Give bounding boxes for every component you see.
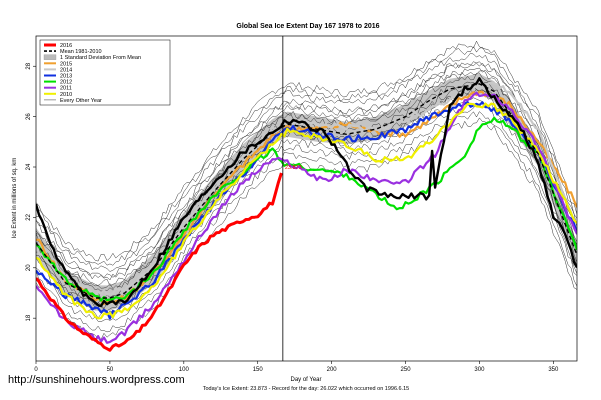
legend-box: [39, 39, 171, 106]
y-tick-label: 22: [26, 213, 32, 220]
footer-text: Today's Ice Extent: 23.873 - Record for …: [203, 386, 410, 392]
legend-label: 1 Standard Deviation From Mean: [60, 55, 141, 61]
background-year-line: [36, 40, 577, 262]
background-year-line: [36, 52, 577, 272]
legend-swatch: [43, 54, 57, 60]
x-tick-label: 100: [179, 367, 190, 373]
y-tick-label: 20: [26, 264, 32, 271]
legend-label: 2015: [60, 61, 72, 67]
y-tick-label: 24: [26, 163, 32, 170]
plot-area: [36, 36, 577, 361]
x-tick-label: 0: [34, 367, 38, 373]
current-value-label: 23.873: [285, 165, 302, 171]
legend-label: 2014: [60, 67, 72, 73]
background-year-line: [36, 61, 577, 281]
legend-label: 2010: [60, 92, 72, 98]
x-tick-label: 350: [548, 367, 559, 373]
legend-label: Every Other Year: [60, 98, 102, 104]
background-year-line: [36, 70, 577, 290]
x-tick-label: 50: [107, 367, 114, 373]
series-line-2016: [36, 172, 283, 352]
x-tick-label: 250: [401, 367, 412, 373]
x-tick-label: 300: [474, 367, 485, 373]
background-year-line: [36, 111, 577, 333]
watermark-url: http://sunshinehours.wordpress.com: [8, 374, 185, 386]
y-axis-label: Ice Extent in millions of sq. km: [12, 158, 18, 239]
chart-title: Global Sea Ice Extent Day 167 1978 to 20…: [236, 23, 379, 30]
series-line-2010: [36, 102, 577, 320]
background-year-line: [36, 72, 577, 292]
series-line-2013: [36, 101, 577, 320]
series-line-highlight: [36, 77, 577, 308]
background-year-line: [36, 46, 577, 266]
x-tick-label: 200: [327, 367, 338, 373]
mean-line: [36, 83, 577, 299]
plot-frame: [35, 35, 578, 362]
legend-label: 2011: [60, 86, 72, 92]
y-tick-label: 18: [26, 314, 32, 321]
legend-label: 2013: [60, 74, 72, 80]
y-tick-label: 26: [26, 113, 32, 120]
y-tick-label: 28: [26, 62, 32, 69]
series-line-2011: [36, 91, 577, 344]
legend-label: 2016: [60, 43, 72, 49]
series-line-2014: [36, 81, 577, 296]
x-tick-label: 150: [253, 367, 264, 373]
x-axis-label: Day of Year: [290, 377, 321, 383]
background-year-line: [36, 61, 577, 278]
legend-label: Mean 1981-2010: [60, 49, 102, 55]
background-year-line: [36, 67, 577, 287]
legend-label: 2012: [60, 80, 72, 86]
